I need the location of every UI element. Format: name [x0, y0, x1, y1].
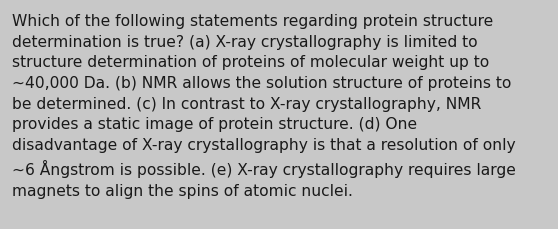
Text: Which of the following statements regarding protein structure
determination is t: Which of the following statements regard… [12, 14, 516, 198]
